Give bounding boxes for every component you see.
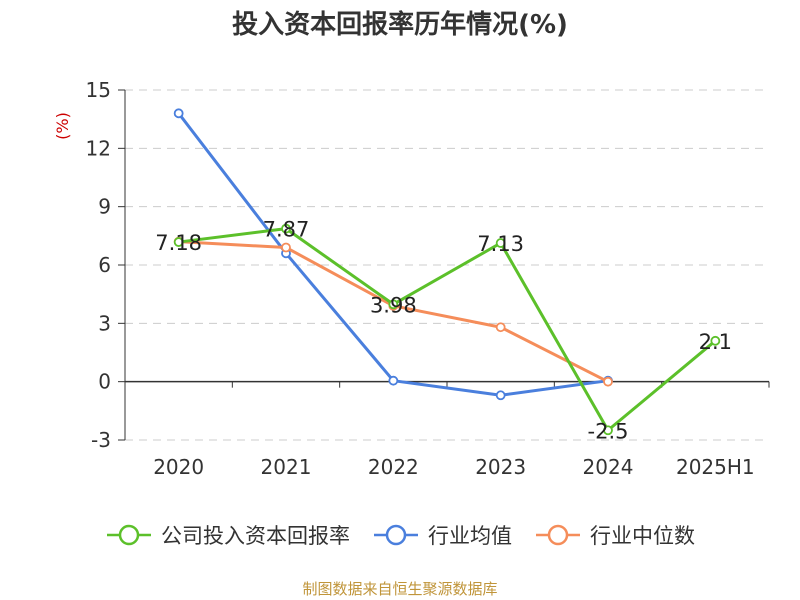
data-point [495,322,506,333]
x-tick-label: 2025H1 [676,455,755,479]
data-point [710,335,721,346]
legend-swatch-icon [536,524,580,546]
x-tick-label: 2021 [261,455,312,479]
y-tick-label: 0 [98,370,111,394]
data-labels: 7.18 7.87 3.98 7.13 -2.5 2.1 [155,218,732,444]
data-label: 7.87 [263,218,310,242]
y-tick-label: 6 [98,253,111,277]
legend-item[interactable]: 行业均值 [372,520,512,550]
data-label: 3.98 [370,293,417,317]
x-tick-label: 2023 [475,455,526,479]
y-tick-label: 12 [86,136,111,160]
axes: 15 12 9 6 3 0 -3 2020 2021 2022 2023 2024 2025H1 (%) [53,78,770,479]
data-label: 7.13 [477,232,524,256]
data-point [173,108,184,119]
data-point [281,223,291,234]
legend-swatch-icon [107,524,151,546]
y-tick-label: 15 [86,78,111,102]
source-note: 制图数据来自恒生聚源数据库 [302,580,498,598]
legend-label: 行业均值 [428,524,512,548]
y-axis-label: (%) [53,112,72,140]
legend-label: 公司投入资本回报率 [161,524,350,548]
data-label: -2.5 [588,419,629,443]
data-point [495,390,506,401]
grid-lines [125,89,769,441]
x-tick-label: 2024 [583,455,634,479]
y-tick-label: -3 [91,428,111,452]
data-label: 7.18 [155,231,202,255]
data-point [603,376,613,387]
y-tick-label: 9 [98,195,111,219]
series-line [177,112,609,397]
data-point [603,425,613,436]
chart-title: 投入资本回报率历年情况(%) [232,10,568,40]
x-tick-label: 2020 [153,455,204,479]
legend-swatch-icon [374,524,418,546]
data-label: 2.1 [699,330,732,354]
legend-item[interactable]: 行业中位数 [534,520,695,550]
y-tick-label: 3 [98,311,111,335]
data-point [495,238,506,248]
legend: 公司投入资本回报率 行业均值 行业中位数 [0,520,800,550]
series-lines [173,108,721,436]
data-point [388,375,399,386]
data-point [388,299,399,310]
data-point [173,237,184,247]
legend-item[interactable]: 公司投入资本回报率 [105,520,350,550]
series-line [178,227,717,432]
x-tick-label: 2022 [368,455,419,479]
data-point [281,242,291,253]
legend-label: 行业中位数 [590,524,695,548]
